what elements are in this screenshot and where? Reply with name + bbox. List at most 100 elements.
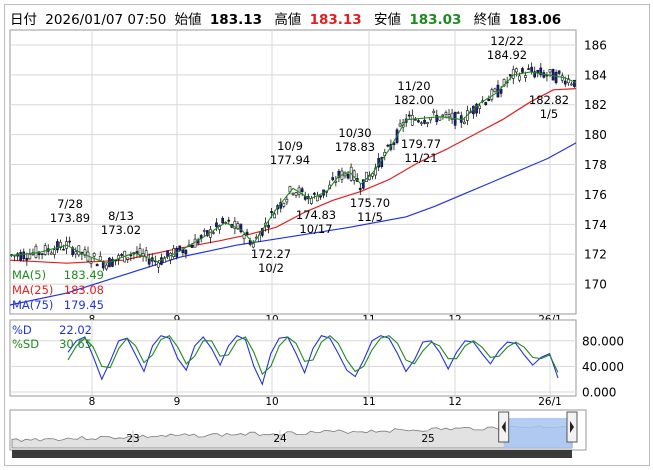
- candle-body: [508, 74, 512, 77]
- candle-body: [37, 251, 41, 256]
- candle-body: [456, 112, 460, 114]
- ma5-line: [9, 71, 577, 264]
- stochastic-y-tick-label: 80.000: [582, 334, 624, 348]
- annotation-value: 174.83: [296, 208, 336, 222]
- candle-body: [157, 262, 160, 268]
- candle-body: [398, 123, 402, 127]
- candle-body: [227, 219, 231, 222]
- stochastic-y-tick-label: 0.000: [582, 386, 616, 400]
- price-y-tick-label: 182: [584, 98, 607, 112]
- candle-body: [533, 71, 536, 78]
- candle-body: [432, 110, 436, 113]
- candle-body: [521, 68, 524, 73]
- candle-body: [120, 254, 123, 256]
- candle-body: [569, 83, 573, 86]
- candle-body: [478, 105, 482, 109]
- candle-body: [117, 255, 120, 260]
- candle-body: [34, 246, 38, 258]
- candle-body: [270, 211, 273, 213]
- candle-body: [190, 244, 194, 248]
- stochastic-line: [67, 335, 559, 386]
- candle-body: [447, 114, 451, 118]
- candle-body: [166, 250, 169, 257]
- annotation-value: 179.77: [401, 137, 441, 151]
- candle-body: [450, 112, 454, 120]
- annotation-value: 177.94: [270, 153, 310, 167]
- candle-body: [291, 192, 295, 195]
- price-y-tick-label: 176: [584, 188, 607, 202]
- annotation-date: 10/9: [277, 139, 303, 153]
- candle-body: [410, 115, 414, 126]
- candle-body: [74, 251, 78, 255]
- annotation-value: 172.27: [251, 247, 291, 261]
- candle-body: [499, 89, 503, 94]
- stochastic-x-tick-label: 9: [174, 396, 181, 408]
- navigator-tick-label: 23: [126, 433, 139, 445]
- candle-body: [129, 254, 133, 257]
- price-y-tick-label: 180: [584, 128, 607, 142]
- annotation-date: 11/21: [404, 151, 437, 165]
- candle-body: [444, 112, 448, 115]
- annotation-date: 11/5: [357, 210, 383, 224]
- high-label: 高値: [274, 12, 302, 28]
- chevron-right-icon: [570, 421, 574, 433]
- candle-body: [417, 120, 420, 123]
- stochastic-legend-name: %SD: [12, 337, 39, 351]
- candle-body: [184, 249, 188, 255]
- candle-body: [511, 69, 515, 79]
- price-y-tick-label: 174: [584, 218, 607, 232]
- stochastic-legend: %D 22.02 %SD 30.65: [12, 323, 92, 351]
- candle-body: [462, 121, 466, 124]
- open-value: 183.13: [209, 12, 263, 28]
- stochastic-x-tick-label: 11: [362, 396, 375, 408]
- candle-body: [316, 195, 319, 202]
- date-label: 日付: [10, 12, 37, 28]
- price-y-tick-label: 170: [584, 278, 607, 292]
- navigator-selection[interactable]: [503, 418, 572, 448]
- candle-body: [548, 69, 552, 73]
- candle-body: [573, 79, 576, 87]
- candle-body: [542, 72, 546, 78]
- candle-body: [221, 217, 225, 224]
- candle-body: [300, 188, 304, 193]
- annotation-value: 182.82: [529, 93, 569, 107]
- candle-body: [19, 252, 23, 261]
- candle-body: [56, 241, 59, 251]
- annotation-value: 178.83: [335, 140, 375, 154]
- candle-body: [77, 245, 81, 256]
- annotation-date: 11/20: [397, 79, 430, 93]
- candle-body: [273, 213, 277, 219]
- legend-value: 179.45: [64, 298, 104, 312]
- candle-body: [423, 119, 426, 124]
- candle-body: [147, 258, 151, 265]
- candle-body: [144, 250, 148, 257]
- stochastic-x-tick-label: 12: [448, 396, 461, 408]
- candle-body: [361, 179, 365, 189]
- scrollbar-thumb[interactable]: [12, 450, 572, 458]
- annotation-date: 10/2: [258, 261, 284, 275]
- candle-body: [337, 171, 341, 178]
- candle-body: [98, 256, 102, 261]
- navigator-tick-label: 25: [421, 433, 434, 445]
- candle-body: [233, 221, 237, 229]
- candle-body: [22, 251, 26, 260]
- stochastic-x-tick-label: 8: [89, 396, 96, 408]
- candle-body: [530, 66, 533, 73]
- navigator-tick-label: 24: [273, 433, 287, 445]
- price-y-tick-label: 186: [584, 38, 607, 52]
- candle-body: [346, 173, 350, 179]
- stochastic-x-tick-label: 26/1: [538, 396, 562, 408]
- candle-body: [245, 231, 249, 236]
- legend-value: 183.08: [64, 283, 104, 297]
- annotation-value: 184.92: [487, 48, 527, 62]
- candle-body: [554, 72, 558, 84]
- price-y-tick-label: 178: [584, 158, 607, 172]
- stochastic-x-tick-label: 10: [265, 396, 278, 408]
- candle-body: [92, 253, 96, 257]
- stochastic-line: [67, 334, 559, 376]
- annotation-date: 8/13: [108, 209, 134, 223]
- annotation-value: 182.00: [394, 93, 434, 107]
- stochastic-x-axis: 8 9 10 11 12 26/1: [89, 396, 562, 408]
- price-y-tick-label: 172: [584, 248, 607, 262]
